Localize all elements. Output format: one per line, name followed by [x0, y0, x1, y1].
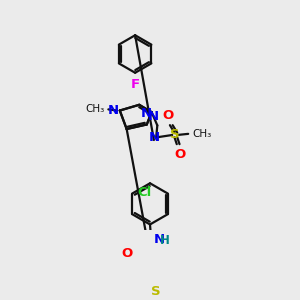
Text: H: H [160, 234, 170, 247]
Text: O: O [175, 148, 186, 160]
Text: F: F [130, 78, 140, 91]
Text: S: S [170, 128, 179, 142]
Text: N: N [107, 104, 119, 117]
Text: N: N [148, 110, 159, 123]
Text: O: O [122, 247, 133, 260]
Text: O: O [162, 109, 173, 122]
Text: CH₃: CH₃ [193, 129, 212, 139]
Text: S: S [151, 285, 160, 298]
Text: N: N [140, 107, 152, 120]
Text: N: N [153, 233, 165, 246]
Text: Cl: Cl [137, 186, 152, 199]
Text: N: N [148, 131, 160, 144]
Text: CH₃: CH₃ [86, 104, 105, 114]
